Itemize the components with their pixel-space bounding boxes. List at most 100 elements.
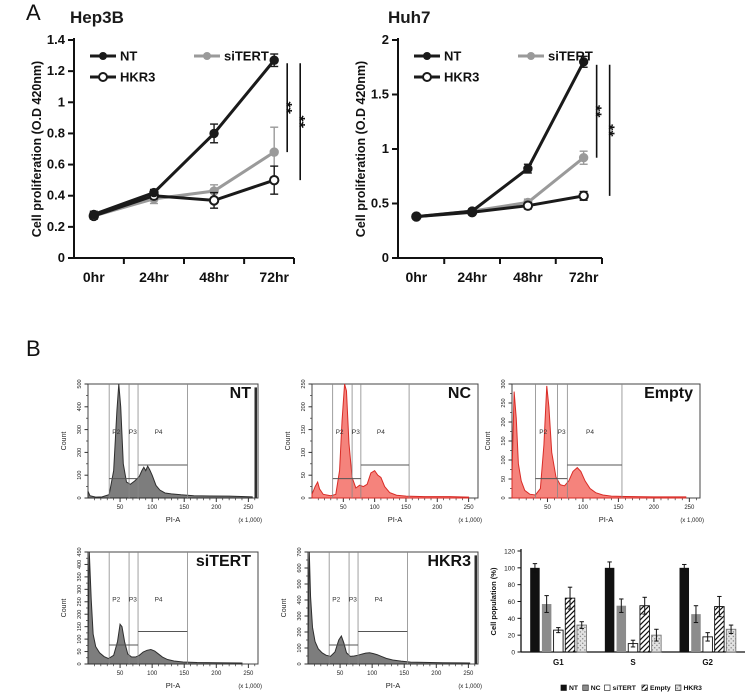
svg-text:150: 150 xyxy=(501,436,507,445)
svg-text:NT: NT xyxy=(444,49,461,64)
svg-text:80: 80 xyxy=(508,582,516,589)
hkr3-histogram-container: 0 100 200 300 400 500 600 700 Count 50 100 150 200 25… xyxy=(278,546,484,694)
sitert-histogram-container: 0 50 100 150 200 250 300 350 400 450 Count 50 100 150… xyxy=(58,546,264,694)
svg-text:P2: P2 xyxy=(539,429,547,436)
svg-text:200: 200 xyxy=(211,505,222,511)
svg-text:1.5: 1.5 xyxy=(371,87,389,102)
svg-text:NT: NT xyxy=(569,685,579,692)
nt-histogram: 0 100 200 300 400 500 Count 50 100 150 200 250 PI-A (… xyxy=(61,379,262,524)
svg-text:siTERT: siTERT xyxy=(613,685,637,692)
svg-text:200: 200 xyxy=(431,671,442,677)
svg-text:NT: NT xyxy=(120,49,137,64)
svg-text:50: 50 xyxy=(340,505,347,511)
svg-text:0.6: 0.6 xyxy=(47,157,65,172)
svg-text:150: 150 xyxy=(179,505,190,511)
svg-text:Count: Count xyxy=(281,599,288,618)
svg-text:Count: Count xyxy=(485,432,492,451)
svg-text:100: 100 xyxy=(77,635,83,644)
panel-a-label: A xyxy=(26,0,41,25)
svg-text:(x 1,000): (x 1,000) xyxy=(680,518,704,524)
svg-text:72hr: 72hr xyxy=(569,269,599,285)
svg-text:250: 250 xyxy=(501,398,507,407)
svg-text:0: 0 xyxy=(77,662,83,665)
svg-text:Cell population (%): Cell population (%) xyxy=(489,567,498,635)
svg-text:**: ** xyxy=(587,105,604,118)
svg-text:200: 200 xyxy=(649,505,660,511)
empty-histogram: 0 50 100 150 200 250 300 Count 50 100 150 200 250 PI-… xyxy=(485,379,704,524)
svg-text:150: 150 xyxy=(613,505,624,511)
svg-text:150: 150 xyxy=(77,622,83,631)
svg-text:250: 250 xyxy=(243,671,254,677)
svg-text:Count: Count xyxy=(285,432,292,451)
svg-text:40: 40 xyxy=(508,616,516,623)
svg-text:PI-A: PI-A xyxy=(166,515,181,524)
svg-text:500: 500 xyxy=(77,379,83,388)
svg-text:300: 300 xyxy=(297,611,303,620)
svg-text:100: 100 xyxy=(370,505,381,511)
svg-text:0: 0 xyxy=(77,496,83,499)
svg-text:**: ** xyxy=(290,115,307,128)
svg-text:100: 100 xyxy=(147,671,158,677)
svg-text:0: 0 xyxy=(297,662,303,665)
svg-text:200: 200 xyxy=(501,417,507,426)
svg-text:0.8: 0.8 xyxy=(47,125,65,140)
svg-text:450: 450 xyxy=(77,547,83,556)
svg-text:200: 200 xyxy=(297,627,303,636)
svg-text:250: 250 xyxy=(464,505,475,511)
svg-text:HKR3: HKR3 xyxy=(683,685,702,692)
svg-text:0: 0 xyxy=(58,250,65,265)
svg-text:P4: P4 xyxy=(155,596,163,603)
svg-text:G1: G1 xyxy=(553,658,564,667)
svg-text:PI-A: PI-A xyxy=(388,515,403,524)
svg-text:P3: P3 xyxy=(352,429,360,436)
svg-text:P3: P3 xyxy=(129,596,137,603)
svg-text:Cell proliferation (O.D 420nm): Cell proliferation (O.D 420nm) xyxy=(30,61,44,237)
svg-text:0: 0 xyxy=(382,250,389,265)
svg-text:350: 350 xyxy=(77,572,83,581)
svg-text:48hr: 48hr xyxy=(513,269,543,285)
svg-text:**: ** xyxy=(277,101,294,114)
nc-histogram: 0 50 100 150 200 250 Count 50 100 150 200 250 PI-A (x… xyxy=(285,379,482,524)
svg-text:Cell proliferation (O.D 420nm): Cell proliferation (O.D 420nm) xyxy=(354,61,368,237)
svg-text:200: 200 xyxy=(301,402,307,411)
huh7-line-chart: 0 0.5 1 1.5 2 0hr 24hr 48hr 72hr Cell proliferati… xyxy=(354,32,617,285)
svg-text:100: 100 xyxy=(501,455,507,464)
nc-histogram-label: NC xyxy=(447,385,471,402)
svg-text:1.4: 1.4 xyxy=(47,32,66,47)
svg-text:Count: Count xyxy=(61,599,68,618)
svg-text:PI-A: PI-A xyxy=(166,681,181,690)
svg-text:100: 100 xyxy=(504,565,515,572)
svg-text:150: 150 xyxy=(399,671,410,677)
svg-text:S: S xyxy=(630,658,636,667)
svg-text:60: 60 xyxy=(508,599,516,606)
hep3b-title: Hep3B xyxy=(70,8,124,27)
svg-text:200: 200 xyxy=(77,610,83,619)
svg-text:200: 200 xyxy=(77,448,83,457)
hep3b-line-chart: 0 0.2 0.4 0.6 0.8 1 1.2 1.4 0hr 24hr 48hr 72hr Cell … xyxy=(30,32,307,285)
svg-text:G2: G2 xyxy=(702,658,713,667)
svg-text:100: 100 xyxy=(301,448,307,457)
svg-text:50: 50 xyxy=(117,671,124,677)
svg-text:0: 0 xyxy=(511,650,515,657)
svg-text:48hr: 48hr xyxy=(199,269,229,285)
svg-text:PI-A: PI-A xyxy=(599,515,614,524)
svg-text:PI-A: PI-A xyxy=(386,681,401,690)
svg-text:1.2: 1.2 xyxy=(47,63,65,78)
svg-text:150: 150 xyxy=(179,671,190,677)
svg-text:250: 250 xyxy=(301,379,307,388)
svg-text:400: 400 xyxy=(77,402,83,411)
svg-text:100: 100 xyxy=(77,471,83,480)
svg-text:500: 500 xyxy=(297,579,303,588)
svg-text:150: 150 xyxy=(301,425,307,434)
svg-text:300: 300 xyxy=(501,379,507,388)
svg-text:50: 50 xyxy=(501,476,507,482)
svg-text:50: 50 xyxy=(117,505,124,511)
cell-population-bar-chart: 0 20 40 60 80 100 120 Cell population (%) G1 S G2 N… xyxy=(489,549,745,692)
svg-text:200: 200 xyxy=(211,671,222,677)
svg-text:100: 100 xyxy=(147,505,158,511)
svg-text:HKR3: HKR3 xyxy=(444,70,479,85)
svg-text:24hr: 24hr xyxy=(457,269,487,285)
svg-text:(x 1,000): (x 1,000) xyxy=(238,518,262,524)
huh7-title: Huh7 xyxy=(388,8,431,27)
